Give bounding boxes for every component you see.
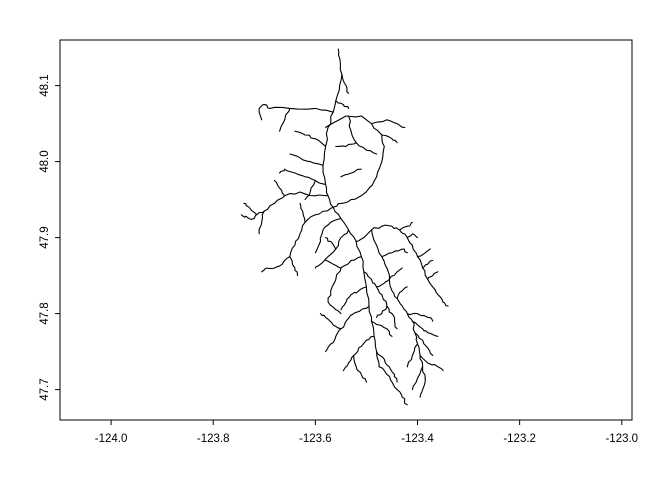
y-tick-label: 48.1 — [39, 74, 51, 96]
stream-segment — [376, 351, 398, 383]
stream-segment — [355, 224, 449, 307]
stream-segment — [289, 256, 299, 277]
stream-segment — [279, 168, 327, 185]
stream-segment — [325, 259, 342, 269]
x-tick-label: -123.8 — [197, 433, 230, 445]
stream-segment — [289, 153, 324, 166]
stream-segment — [376, 305, 388, 318]
stream-segment — [340, 286, 367, 311]
plot-frame — [59, 39, 633, 421]
y-axis: 47.7 47.8 47.9 48.0 48.1 — [39, 74, 60, 401]
stream-segment — [261, 206, 334, 273]
y-tick-label: 47.9 — [39, 226, 51, 248]
x-tick-label: -123.2 — [503, 433, 536, 445]
stream-segment — [304, 180, 316, 201]
stream-segment — [396, 286, 408, 299]
stream-segment — [378, 366, 408, 406]
stream-segment — [388, 267, 403, 280]
stream-segment — [376, 278, 390, 288]
stream-segment — [258, 210, 265, 235]
stream-segment — [414, 332, 434, 356]
stream-segment — [253, 191, 329, 220]
stream-segment — [416, 248, 431, 258]
stream-segment — [342, 335, 375, 372]
stream-segment — [273, 180, 286, 197]
stream-segment — [381, 134, 398, 144]
stream-segment — [314, 218, 342, 254]
stream-segment — [348, 115, 378, 155]
stream-segment — [340, 168, 362, 178]
stream-segment — [294, 130, 327, 147]
stream-segment — [411, 320, 439, 337]
stream-segment — [335, 305, 370, 337]
stream-segment — [240, 214, 255, 220]
stream-segment — [325, 237, 337, 250]
x-tick-label: -123.4 — [401, 433, 434, 445]
stream-segment — [370, 229, 426, 379]
stream-segment — [314, 229, 350, 269]
stream-segment — [243, 202, 258, 216]
stream-segment — [341, 73, 350, 94]
stream-segment — [381, 248, 408, 258]
stream-segment — [327, 256, 362, 315]
x-tick-label: -123.0 — [605, 433, 638, 445]
x-tick-label: -123.6 — [299, 433, 332, 445]
stream-segment — [399, 221, 413, 231]
stream-segment — [299, 202, 306, 223]
y-tick-label: 48.0 — [39, 150, 51, 172]
stream-segment — [391, 313, 398, 330]
stream-segment — [422, 259, 434, 269]
stream-segment — [335, 100, 350, 109]
x-axis: -124.0 -123.8 -123.6 -123.4 -123.2 -123.0 — [95, 420, 638, 445]
y-tick-label: 47.8 — [39, 302, 51, 324]
x-tick-label: -124.0 — [95, 433, 128, 445]
y-tick-label: 47.7 — [39, 378, 51, 400]
stream-segment — [325, 115, 385, 208]
stream-segment — [370, 119, 406, 128]
stream-segment — [406, 343, 419, 368]
stream-segment — [419, 354, 444, 372]
stream-network — [240, 48, 449, 406]
stream-segment — [411, 366, 424, 391]
stream-segment — [325, 335, 337, 353]
stream-segment — [419, 377, 426, 398]
stream-segment — [319, 313, 342, 330]
stream-segment — [370, 320, 393, 337]
stream-segment — [353, 354, 367, 383]
stream-segment — [279, 107, 291, 132]
stream-segment — [363, 271, 393, 315]
stream-segment — [406, 233, 419, 239]
stream-segment — [335, 142, 357, 147]
stream-segment — [427, 271, 439, 280]
stream-segment — [258, 104, 334, 121]
stream-segment — [406, 312, 434, 322]
